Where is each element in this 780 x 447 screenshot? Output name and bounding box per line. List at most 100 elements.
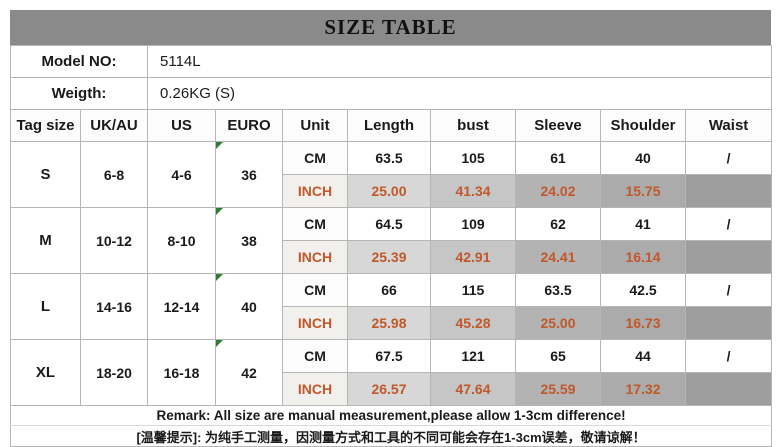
unit-cm-cell: CM xyxy=(282,141,348,175)
measure-cell-bust-cm: 105 xyxy=(430,141,516,175)
size-row-xl-cm: XL 18-20 16-18 42 CM 67.5 121 65 44 / xyxy=(10,339,773,406)
size-table: Model NO: 5114L Weigth: 0.26KG (S) Tag s… xyxy=(9,45,773,447)
header-tag-size: Tag size xyxy=(10,109,81,142)
measure-cell-bust-cm: 109 xyxy=(430,207,516,241)
measure-cell-length-inch: 26.57 xyxy=(347,372,431,406)
weight-label: Weigth: xyxy=(10,77,148,110)
header-unit: Unit xyxy=(282,109,348,142)
header-length: Length xyxy=(347,109,431,142)
page-title: SIZE TABLE xyxy=(324,15,457,39)
measure-cell-waist-inch xyxy=(684,306,773,340)
unit-cm-cell: CM xyxy=(282,207,348,241)
measure-cell-shoulder-cm: 41 xyxy=(600,207,686,241)
cell-note-triangle-icon xyxy=(216,274,223,281)
weight-value: 0.26KG (S) xyxy=(146,77,773,110)
unit-inch-cell: INCH xyxy=(282,240,348,274)
measure-cell-length-cm: 67.5 xyxy=(347,339,431,373)
size-table-sheet: SIZE TABLE Model NO: 5114L Weigth: 0.26K… xyxy=(9,10,773,447)
cell-note-triangle-icon xyxy=(216,208,223,215)
header-euro: EURO xyxy=(215,109,283,142)
measure-cell-bust-inch: 45.28 xyxy=(430,306,516,340)
size-row-s-cm: S 6-8 4-6 36 CM 63.5 105 61 40 / xyxy=(10,141,773,208)
uk-au-cell: 14-16 xyxy=(80,273,148,340)
uk-au-cell: 18-20 xyxy=(80,339,148,406)
tag-size-cell: XL xyxy=(10,339,81,406)
model-row: Model NO: 5114L xyxy=(10,45,773,78)
measure-cell-length-cm: 66 xyxy=(347,273,431,307)
size-row-m-inch: INCH 25.39 42.91 24.41 16.14 xyxy=(11,240,773,274)
measure-cell-shoulder-cm: 40 xyxy=(600,141,686,175)
euro-value: 40 xyxy=(241,298,257,315)
measure-cell-bust-inch: 42.91 xyxy=(430,240,516,274)
measure-cell-waist-cm: / xyxy=(684,339,773,373)
uk-au-cell: 6-8 xyxy=(80,141,148,208)
weight-row: Weigth: 0.26KG (S) xyxy=(10,77,773,110)
measure-cell-shoulder-inch: 15.75 xyxy=(600,174,686,208)
tag-size-cell: S xyxy=(10,141,81,208)
measure-cell-length-inch: 25.39 xyxy=(347,240,431,274)
measure-cell-sleeve-inch: 24.41 xyxy=(515,240,601,274)
measure-cell-length-inch: 25.00 xyxy=(347,174,431,208)
measure-cell-shoulder-cm: 44 xyxy=(600,339,686,373)
euro-cell: 42 xyxy=(215,339,283,406)
size-row-s-inch: INCH 25.00 41.34 24.02 15.75 xyxy=(11,174,773,208)
measure-cell-waist-inch xyxy=(684,240,773,274)
measure-cell-sleeve-inch: 25.59 xyxy=(515,372,601,406)
measure-cell-shoulder-inch: 17.32 xyxy=(600,372,686,406)
measure-cell-waist-inch xyxy=(684,372,773,406)
unit-inch-cell: INCH xyxy=(282,174,348,208)
unit-cm-cell: CM xyxy=(282,339,348,373)
measure-cell-sleeve-inch: 24.02 xyxy=(515,174,601,208)
euro-cell: 40 xyxy=(215,273,283,340)
model-label: Model NO: xyxy=(10,45,148,78)
measure-cell-waist-cm: / xyxy=(684,207,773,241)
remark-row-en: Remark: All size are manual measurement,… xyxy=(9,405,773,426)
model-value: 5114L xyxy=(146,45,773,78)
remark-text-en: Remark: All size are manual measurement,… xyxy=(9,405,773,426)
measure-cell-sleeve-inch: 25.00 xyxy=(515,306,601,340)
us-cell: 12-14 xyxy=(147,273,216,340)
header-sleeve: Sleeve xyxy=(515,109,601,142)
measure-cell-sleeve-cm: 61 xyxy=(515,141,601,175)
title-bar: SIZE TABLE xyxy=(10,10,771,45)
euro-cell: 36 xyxy=(215,141,283,208)
remark-row-cn: [温馨提示]: 为纯手工测量，因测量方式和工具的不同可能会存在1-3cm误差，敬… xyxy=(9,425,773,447)
cell-note-triangle-icon xyxy=(216,340,223,347)
header-row: Tag size UK/AU US EURO Unit Length bust … xyxy=(10,109,773,142)
euro-value: 42 xyxy=(241,364,257,381)
tag-size-cell: M xyxy=(10,207,81,274)
measure-cell-bust-cm: 121 xyxy=(430,339,516,373)
header-us: US xyxy=(147,109,216,142)
measure-cell-bust-cm: 115 xyxy=(430,273,516,307)
euro-cell: 38 xyxy=(215,207,283,274)
size-row-l-cm: L 14-16 12-14 40 CM 66 115 63.5 42.5 / xyxy=(10,273,773,340)
size-row-l-inch: INCH 25.98 45.28 25.00 16.73 xyxy=(11,306,773,340)
measure-cell-shoulder-inch: 16.73 xyxy=(600,306,686,340)
us-cell: 8-10 xyxy=(147,207,216,274)
measure-cell-bust-inch: 47.64 xyxy=(430,372,516,406)
cell-note-triangle-icon xyxy=(216,142,223,149)
header-bust: bust xyxy=(430,109,516,142)
measure-cell-length-cm: 63.5 xyxy=(347,141,431,175)
unit-inch-cell: INCH xyxy=(282,372,348,406)
measure-cell-bust-inch: 41.34 xyxy=(430,174,516,208)
size-row-xl-inch: INCH 26.57 47.64 25.59 17.32 xyxy=(11,372,773,406)
measure-cell-shoulder-cm: 42.5 xyxy=(600,273,686,307)
header-uk-au: UK/AU xyxy=(80,109,148,142)
us-cell: 16-18 xyxy=(147,339,216,406)
measure-cell-sleeve-cm: 63.5 xyxy=(515,273,601,307)
measure-cell-sleeve-cm: 62 xyxy=(515,207,601,241)
euro-value: 36 xyxy=(241,166,257,183)
measure-cell-sleeve-cm: 65 xyxy=(515,339,601,373)
uk-au-cell: 10-12 xyxy=(80,207,148,274)
measure-cell-waist-inch xyxy=(684,174,773,208)
euro-value: 38 xyxy=(241,232,257,249)
remark-text-cn: [温馨提示]: 为纯手工测量，因测量方式和工具的不同可能会存在1-3cm误差，敬… xyxy=(9,425,773,447)
header-waist: Waist xyxy=(684,109,773,142)
unit-cm-cell: CM xyxy=(282,273,348,307)
header-shoulder: Shoulder xyxy=(600,109,686,142)
unit-inch-cell: INCH xyxy=(282,306,348,340)
tag-size-cell: L xyxy=(10,273,81,340)
size-row-m-cm: M 10-12 8-10 38 CM 64.5 109 62 41 / xyxy=(10,207,773,274)
measure-cell-length-inch: 25.98 xyxy=(347,306,431,340)
